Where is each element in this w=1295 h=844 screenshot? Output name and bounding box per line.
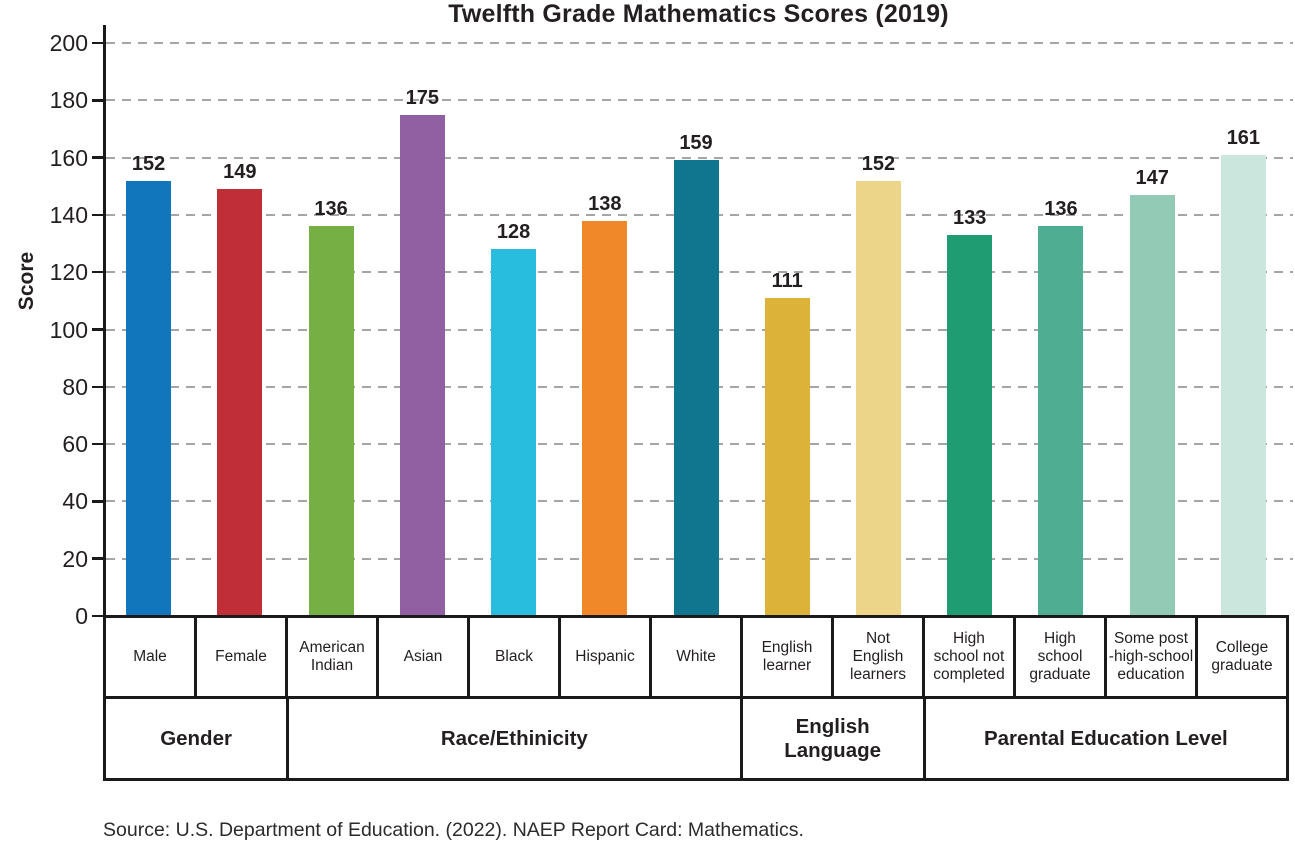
category-cell-black: Black — [470, 618, 561, 696]
y-tick-100 — [92, 328, 104, 331]
bar-value-label-male: 152 — [131, 152, 166, 175]
bar-value-label-asian: 175 — [405, 86, 439, 109]
bar-high-school-graduate — [1038, 226, 1084, 616]
y-axis-line — [103, 25, 106, 617]
group-cell-parental-education-level: Parental Education Level — [983, 726, 1228, 750]
category-cell-asian: Asian — [379, 618, 470, 696]
axis-label-table: Male Female American Indian Asian Black Hispan… — [103, 615, 1289, 781]
y-tick-80 — [92, 385, 104, 389]
bar-value-label-black: 128 — [496, 221, 531, 244]
bar-value-label-female: 149 — [223, 161, 257, 184]
y-tick-label-180: 180 — [49, 87, 88, 114]
bar-value-label-hispanic: 138 — [588, 192, 622, 215]
category-cell-female: Female — [197, 618, 288, 696]
y-tick-label-100: 100 — [49, 316, 88, 343]
y-tick-label-0: 0 — [75, 603, 88, 629]
gridline-200 — [106, 42, 1293, 44]
bar-not-english-learners — [855, 180, 901, 616]
category-cell-not-english-learners: Not English learners — [834, 618, 925, 696]
bar-male — [126, 180, 172, 616]
bar-hispanic — [582, 220, 628, 616]
y-tick-label-20: 20 — [62, 545, 88, 572]
category-cell-american-indian: American Indian — [288, 618, 379, 696]
gridline-180 — [106, 99, 1293, 102]
category-cell-male: Male — [106, 618, 197, 696]
y-tick-140 — [92, 213, 104, 217]
bar-asian — [399, 114, 445, 616]
category-label-row: Male Female American Indian Asian Black Hispan… — [106, 618, 1286, 699]
bar-english-learner — [764, 297, 810, 616]
category-cell-high-school-not-completed: High school not completed — [925, 618, 1016, 696]
y-tick-40 — [92, 500, 104, 503]
bar-value-label-high-school-graduate: 136 — [1044, 198, 1078, 221]
y-tick-label-140: 140 — [49, 201, 88, 228]
bar-value-label-college-graduate: 161 — [1226, 126, 1261, 149]
bar-value-label-high-school-not-completed: 133 — [953, 206, 987, 229]
bar-value-label-english-learner: 111 — [771, 269, 803, 292]
gridline-160 — [106, 156, 1293, 159]
bar-female — [217, 189, 263, 616]
y-tick-120 — [92, 270, 104, 274]
y-tick-180 — [92, 99, 104, 102]
group-cell-gender: Gender — [106, 699, 290, 778]
category-cell-college-graduate: College graduate — [1211, 639, 1273, 674]
bar-value-label-white: 159 — [679, 132, 713, 155]
chart-title: Twelfth Grade Mathematics Scores (2019) — [448, 0, 949, 28]
group-cell-race-ethinicity: Race/Ethinicity — [289, 699, 743, 778]
bar-value-label-not-english-learners: 152 — [861, 152, 896, 175]
group-label-row: Gender Race/Ethinicity English Language Pare… — [106, 699, 1286, 778]
bar-college-graduate — [1220, 154, 1266, 616]
y-tick-20 — [92, 557, 104, 560]
bar-value-label-american-indian: 136 — [314, 198, 348, 221]
y-tick-label-80: 80 — [62, 373, 88, 400]
category-cell-hispanic: Hispanic — [561, 618, 652, 696]
category-cell-some-post-high-school-education: Some post -high-school education — [1107, 618, 1198, 696]
bar-value-label-some-post-high-school-education: 147 — [1135, 166, 1169, 189]
bar-white — [673, 160, 719, 616]
source-text: Source: U.S. Department of Education. (2… — [103, 819, 804, 841]
bar-american-indian — [308, 226, 354, 616]
bar-black — [491, 249, 537, 616]
y-tick-label-200: 200 — [49, 30, 88, 56]
y-tick-0 — [92, 614, 104, 618]
y-tick-label-160: 160 — [49, 144, 88, 171]
y-tick-label-120: 120 — [49, 259, 88, 286]
y-tick-160 — [92, 156, 104, 159]
y-tick-60 — [92, 442, 104, 446]
y-tick-200 — [92, 41, 104, 45]
bar-some-post-high-school-education — [1129, 194, 1175, 616]
category-cell-white: White — [652, 618, 743, 696]
category-cell-high-school-graduate: High school graduate — [1016, 618, 1107, 696]
y-tick-label-60: 60 — [62, 431, 88, 458]
category-cell-english-learner: English learner — [743, 618, 834, 696]
group-cell-english-language: English Language — [743, 699, 926, 778]
bar-high-school-not-completed — [947, 234, 993, 616]
y-tick-label-40: 40 — [62, 488, 88, 515]
